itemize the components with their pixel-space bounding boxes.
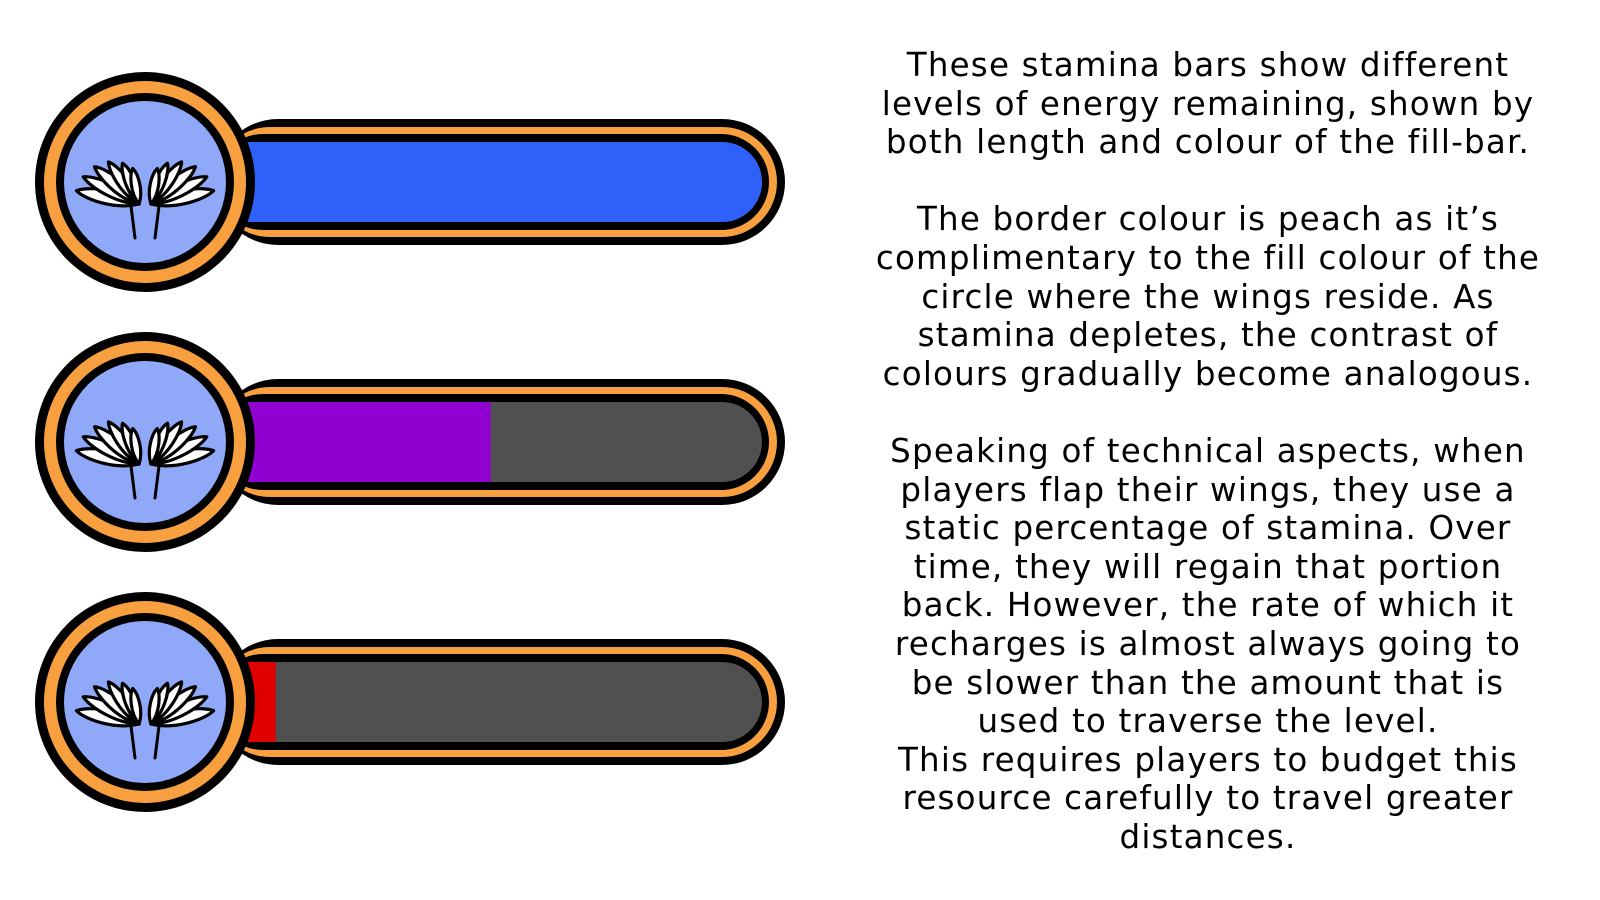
left-wing xyxy=(74,680,143,760)
description-line: back. However, the rate of which it xyxy=(901,586,1515,625)
wings-icon xyxy=(74,160,216,240)
feather xyxy=(147,686,161,726)
description-line: time, they will regain that portion xyxy=(913,547,1503,586)
description-line: colours gradually become analogous. xyxy=(882,354,1534,393)
emblem-circle-fill xyxy=(64,361,226,523)
emblem-circle-fill xyxy=(64,101,226,263)
feather xyxy=(147,166,161,206)
description-line: Speaking of technical aspects, when xyxy=(890,431,1526,470)
stamina-bar-graphic xyxy=(35,72,785,292)
bar-track-group xyxy=(210,142,762,222)
description-line: static percentage of stamina. Over xyxy=(904,509,1512,548)
wing-spine xyxy=(153,204,161,240)
stamina-fill xyxy=(210,402,491,482)
feather xyxy=(147,426,161,466)
stamina-bar-graphic xyxy=(35,592,785,812)
stamina-bar-graphic xyxy=(35,332,785,552)
description-paragraph-2: The border colour is peach as it’s compl… xyxy=(838,200,1578,393)
description-line: distances. xyxy=(1119,817,1297,856)
right-wing xyxy=(147,420,216,500)
wing-spine xyxy=(153,464,161,500)
description-line: used to traverse the level. xyxy=(977,702,1439,741)
feather xyxy=(129,166,143,206)
wing-spine xyxy=(153,724,161,760)
stamina-bar-full xyxy=(0,62,830,302)
description-line: circle where the wings reside. As xyxy=(921,277,1495,316)
left-wing xyxy=(74,160,143,240)
bar-track-group xyxy=(210,402,762,482)
stamina-bar-low xyxy=(0,582,830,822)
description-line: This requires players to budget this xyxy=(898,740,1518,779)
description-line: recharges is almost always going to xyxy=(894,624,1522,663)
description-line: both length and colour of the fill-bar. xyxy=(885,123,1531,162)
feather xyxy=(129,686,143,726)
right-wing xyxy=(147,160,216,240)
description-paragraph-1: These stamina bars show different levels… xyxy=(838,46,1578,162)
left-wing xyxy=(74,420,143,500)
description-line: be slower than the amount that is xyxy=(911,663,1505,702)
bar-track-group xyxy=(210,662,762,742)
wings-icon xyxy=(74,680,216,760)
feather xyxy=(129,426,143,466)
wings-icon xyxy=(74,420,216,500)
stamina-fill xyxy=(210,142,762,222)
description-line: levels of energy remaining, shown by xyxy=(881,84,1535,123)
emblem-circle-fill xyxy=(64,621,226,783)
description-line: The border colour is peach as it’s xyxy=(916,200,1499,239)
stamina-bars-panel xyxy=(0,62,830,822)
description-line: stamina depletes, the contrast of xyxy=(917,316,1499,355)
wing-spine xyxy=(129,724,137,760)
wing-spine xyxy=(129,464,137,500)
description-line: complimentary to the fill colour of the xyxy=(875,238,1541,277)
description-line: These stamina bars show different xyxy=(906,46,1510,84)
right-wing xyxy=(147,680,216,760)
description-line: resource carefully to travel greater xyxy=(902,779,1514,818)
description-text: These stamina bars show different levels… xyxy=(838,46,1578,856)
description-line: players flap their wings, they use a xyxy=(900,470,1516,509)
wing-spine xyxy=(129,204,137,240)
stamina-bar-half xyxy=(0,322,830,562)
bar-empty-track xyxy=(210,662,762,742)
description-paragraph-3: Speaking of technical aspects, when play… xyxy=(838,432,1578,857)
